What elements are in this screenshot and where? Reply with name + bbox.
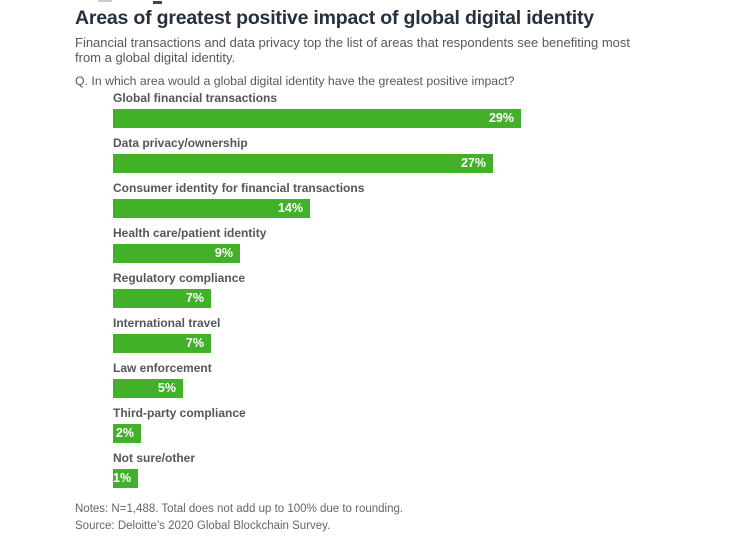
value-label: 14% [277, 201, 303, 215]
value-label: 7% [185, 291, 204, 305]
bar: 5% [113, 379, 183, 398]
cropped-text-remnant [98, 0, 112, 2]
bar-row: Global financial transactions 29% [113, 92, 673, 128]
value-label: 7% [185, 336, 204, 350]
survey-question: Q. In which area would a global digital … [75, 74, 515, 88]
category-label: Regulatory compliance [113, 271, 246, 285]
bar-row: Regulatory compliance 7% [113, 272, 673, 308]
figure-subtitle: Financial transactions and data privacy … [75, 35, 675, 65]
bar-row: Not sure/other 1% [113, 452, 673, 488]
category-label: Consumer identity for financial transact… [113, 181, 365, 195]
bar: 1% [113, 469, 139, 488]
category-label: Third-party compliance [113, 406, 246, 420]
cropped-text-remnant [153, 1, 162, 4]
bar: 29% [113, 109, 521, 128]
bar-row: Health care/patient identity 9% [113, 227, 673, 263]
bar: 7% [113, 289, 211, 308]
category-label: Health care/patient identity [113, 226, 267, 240]
bar-chart: Global financial transactions 29% Data pri… [113, 92, 673, 497]
value-label: 1% [113, 471, 132, 485]
bar: 9% [113, 244, 240, 263]
bar: 27% [113, 154, 493, 173]
category-label: International travel [113, 316, 221, 330]
bar-row: Law enforcement 5% [113, 362, 673, 398]
bar: 14% [113, 199, 310, 218]
category-label: Law enforcement [113, 361, 212, 375]
value-label: 27% [460, 156, 486, 170]
category-label: Not sure/other [113, 451, 196, 465]
figure-header: Areas of greatest positive impact of glo… [75, 7, 675, 88]
bar-row: Consumer identity for financial transact… [113, 182, 673, 218]
figure-title: Areas of greatest positive impact of glo… [75, 7, 594, 29]
value-label: 2% [115, 426, 134, 440]
subtitle-line-1: Financial transactions and data privacy … [75, 35, 630, 50]
source-text: Source: Deloitte’s 2020 Global Blockchai… [75, 520, 331, 532]
chart-rows: Global financial transactions 29% Data pri… [113, 92, 673, 488]
notes-text: Notes: N=1,488. Total does not add up to… [75, 503, 404, 515]
subtitle-line-2: from a global digital identity. [75, 50, 236, 65]
bar-row: International travel 7% [113, 317, 673, 353]
bar-row: Data privacy/ownership 27% [113, 137, 673, 173]
value-label: 9% [214, 246, 233, 260]
category-label: Data privacy/ownership [113, 136, 248, 150]
value-label: 5% [157, 381, 176, 395]
bar-row: Third-party compliance 2% [113, 407, 673, 443]
bar: 2% [113, 424, 141, 443]
bar: 7% [113, 334, 211, 353]
figure-footer: Notes: N=1,488. Total does not add up to… [75, 501, 675, 535]
value-label: 29% [488, 111, 514, 125]
category-label: Global financial transactions [113, 91, 278, 105]
